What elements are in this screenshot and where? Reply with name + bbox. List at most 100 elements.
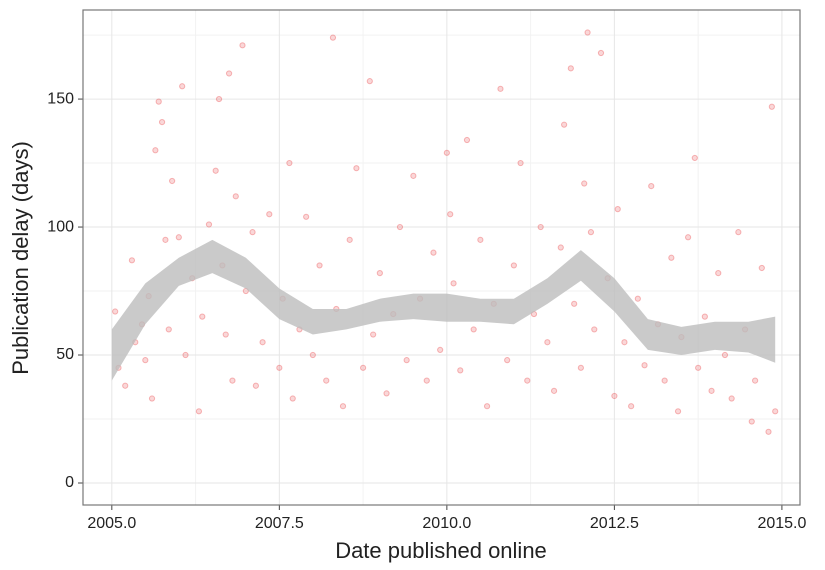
point — [142, 357, 149, 364]
point — [497, 85, 504, 92]
point — [524, 377, 531, 384]
point — [316, 262, 323, 269]
smooth-band — [111, 239, 776, 381]
point — [701, 313, 708, 320]
point — [443, 149, 450, 156]
point — [286, 159, 293, 167]
point — [544, 339, 551, 346]
point — [276, 364, 283, 371]
point — [504, 357, 511, 364]
point — [229, 377, 236, 384]
point — [179, 83, 186, 90]
point — [557, 244, 564, 251]
point — [158, 119, 166, 126]
y-tick-label: 100 — [47, 218, 74, 235]
y-axis-label: Publication delay (days) — [8, 141, 33, 375]
point — [591, 326, 598, 333]
point — [517, 159, 524, 167]
point — [695, 364, 702, 371]
point — [577, 364, 584, 371]
point — [661, 377, 668, 384]
point — [447, 211, 454, 218]
point — [561, 121, 568, 128]
point — [225, 70, 233, 77]
point — [323, 377, 330, 384]
point — [758, 264, 765, 272]
point — [628, 403, 635, 410]
point — [205, 221, 213, 228]
point — [735, 229, 742, 236]
point — [112, 308, 119, 315]
point — [614, 206, 621, 213]
point — [289, 395, 296, 402]
point — [128, 257, 136, 264]
point — [768, 103, 775, 110]
x-tick-label: 2007.5 — [255, 515, 304, 532]
point — [450, 280, 457, 287]
point — [721, 351, 729, 359]
point — [383, 390, 390, 397]
point — [674, 408, 682, 415]
point — [222, 331, 229, 338]
point — [410, 172, 417, 179]
point — [437, 346, 444, 353]
point — [175, 234, 182, 241]
point — [215, 95, 223, 103]
point — [252, 382, 259, 389]
point — [641, 362, 648, 369]
point — [587, 229, 595, 236]
point — [691, 154, 698, 162]
point — [668, 254, 675, 261]
plot-border — [82, 9, 801, 506]
point — [684, 234, 692, 241]
y-tick-label: 0 — [65, 474, 74, 491]
point — [359, 364, 367, 371]
point — [309, 351, 316, 359]
point — [571, 300, 578, 307]
point — [329, 34, 337, 41]
point — [430, 249, 437, 256]
point — [470, 326, 477, 333]
point — [463, 136, 471, 144]
point — [195, 408, 203, 415]
point — [510, 262, 517, 269]
point — [621, 339, 628, 346]
point — [483, 403, 491, 410]
point — [162, 236, 169, 243]
y-tick-label: 150 — [47, 90, 74, 107]
point — [169, 177, 176, 185]
point — [748, 418, 755, 425]
point — [567, 65, 574, 72]
point — [259, 339, 266, 346]
y-tick-label: 50 — [56, 346, 74, 363]
point — [772, 408, 779, 415]
point — [597, 49, 605, 57]
point — [339, 403, 347, 410]
point — [199, 313, 206, 320]
x-tick-label: 2005.0 — [87, 515, 136, 532]
point — [396, 223, 404, 231]
x-tick-label: 2010.0 — [422, 515, 471, 532]
point — [165, 326, 172, 333]
x-axis-label: Date published online — [335, 538, 547, 563]
point — [477, 236, 484, 243]
point — [122, 382, 129, 389]
point — [715, 270, 722, 277]
point — [537, 223, 544, 231]
point — [212, 167, 219, 174]
point — [423, 377, 430, 384]
point — [457, 367, 464, 374]
point — [584, 29, 591, 36]
point — [353, 165, 360, 172]
point — [148, 395, 156, 402]
x-tick-label: 2012.5 — [590, 515, 639, 532]
point — [376, 270, 383, 277]
point — [370, 331, 377, 338]
point — [249, 229, 256, 236]
point — [611, 392, 618, 400]
point — [765, 428, 772, 435]
point — [708, 387, 715, 394]
point — [239, 42, 246, 49]
point — [634, 295, 641, 302]
